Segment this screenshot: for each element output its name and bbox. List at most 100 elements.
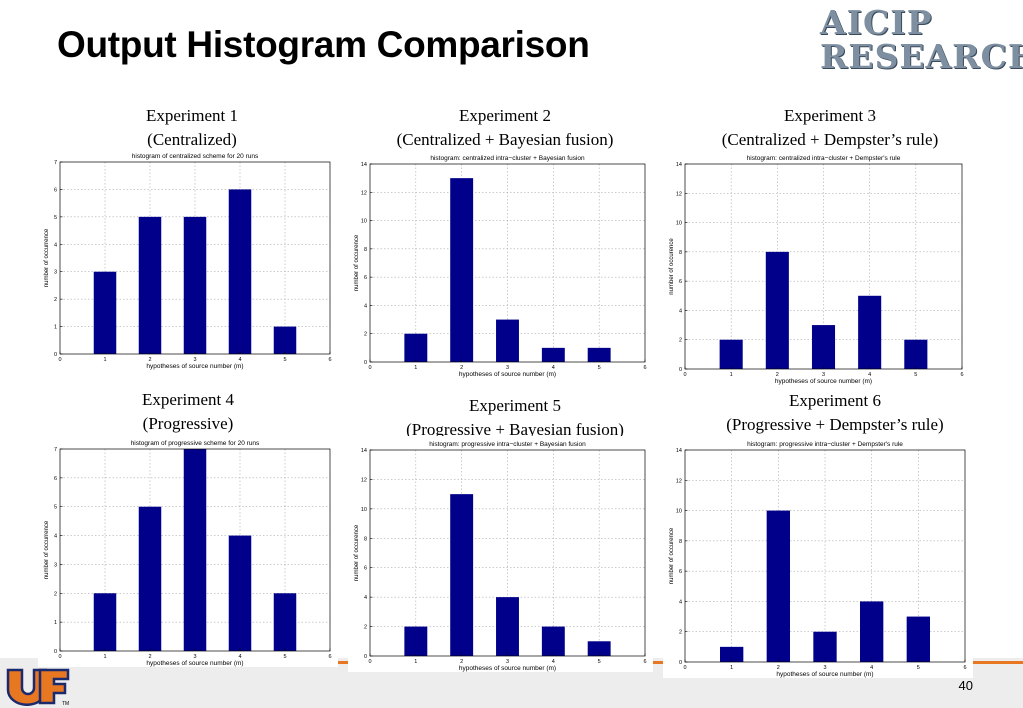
histogram-bar [587,641,611,656]
caption-line-2: (Progressive) [142,414,234,433]
x-axis-label: hypotheses of source number (m) [459,371,556,378]
y-tick-label: 4 [679,599,682,605]
histogram-bar [904,339,928,369]
histogram-chart-4: histogram of progressive scheme for 20 r… [44,440,332,667]
x-tick-label: 5 [283,654,286,660]
histogram-bar [720,646,744,662]
histogram-bar [496,319,519,362]
y-tick-label: 12 [361,190,367,196]
y-tick-label: 4 [364,595,367,601]
x-axis-label: hypotheses of source number (m) [146,363,243,370]
x-tick-label: 6 [328,357,331,363]
chart-title: histogram of progressive scheme for 20 r… [131,440,260,447]
histogram-bar [587,347,611,362]
histogram-bar [541,347,565,362]
experiment-2-caption: Experiment 2 (Centralized + Bayesian fus… [360,104,650,152]
y-tick-label: 7 [54,160,57,166]
y-tick-label: 1 [54,325,57,331]
y-tick-label: 6 [54,187,57,193]
y-tick-label: 2 [54,591,57,597]
histogram-bar [858,295,882,369]
x-tick-label: 4 [552,365,555,371]
x-tick-label: 0 [58,357,61,363]
y-tick-label: 2 [364,625,367,631]
caption-line-2: (Progressive + Dempster’s rule) [726,415,944,434]
y-tick-label: 2 [679,338,682,344]
trademark-label: TM [62,701,69,706]
histogram-chart-1: histogram of centralized scheme for 20 r… [44,153,332,370]
chart-title: histogram: progressive intra−cluster + B… [429,441,586,448]
histogram-bar [404,333,428,362]
histogram-bar [765,251,789,369]
chart-panel-5: histogram: progressive intra−cluster + B… [348,436,653,672]
y-tick-label: 12 [361,477,367,483]
y-axis-label: number of occurence [354,234,360,291]
caption-line-2: (Centralized + Dempster’s rule) [721,130,939,149]
chart-panel-2: histogram: centralized intra−cluster + B… [348,150,653,378]
y-tick-label: 8 [679,539,682,545]
x-tick-label: 5 [917,665,920,671]
y-tick-label: 5 [54,505,57,511]
y-tick-label: 4 [54,242,57,248]
x-tick-label: 2 [460,365,463,371]
x-tick-label: 4 [552,659,555,665]
y-tick-label: 4 [54,534,57,540]
chart-title: histogram: centralized intra−cluster + D… [747,155,901,162]
y-tick-label: 6 [679,569,682,575]
experiment-6-caption: Experiment 6 (Progressive + Dempster’s r… [690,389,980,437]
caption-line-2: (Progressive + Bayesian fusion) [406,420,624,439]
histogram-bar [183,449,207,651]
x-axis-label: hypotheses of source number (m) [459,665,556,672]
histogram-bar [813,631,837,662]
x-tick-label: 4 [238,654,241,660]
histogram-bar [183,216,207,354]
y-tick-label: 3 [54,270,57,276]
page-title: Output Histogram Comparison [57,24,590,65]
x-tick-label: 3 [193,654,196,660]
y-tick-label: 6 [679,279,682,285]
chart-title: histogram: centralized intra−cluster + B… [430,155,585,162]
chart-title: histogram: progressive intra−cluster + D… [747,441,903,448]
y-tick-label: 7 [54,447,57,453]
y-tick-label: 2 [54,297,57,303]
x-tick-label: 5 [914,372,917,378]
histogram-bar [93,271,117,354]
x-tick-label: 4 [870,665,873,671]
x-tick-label: 0 [58,654,61,660]
histogram-bar [860,601,884,662]
y-tick-label: 0 [679,367,682,373]
experiment-1-caption: Experiment 1 (Centralized) [92,104,292,152]
y-tick-label: 0 [679,660,682,666]
y-tick-label: 10 [676,509,682,515]
y-tick-label: 6 [364,566,367,572]
uf-logo: TM [6,668,70,706]
x-tick-label: 0 [683,372,686,378]
caption-line-1: Experiment 4 [141,390,235,409]
x-tick-label: 1 [103,654,106,660]
histogram-bar [719,339,743,369]
y-tick-label: 8 [679,250,682,256]
chart-title: histogram of centralized scheme for 20 r… [132,153,259,160]
histogram-bar [273,326,297,354]
x-tick-label: 3 [506,659,509,665]
y-tick-label: 10 [676,221,682,227]
y-tick-label: 14 [676,162,682,168]
experiment-3-caption: Experiment 3 (Centralized + Dempster’s r… [685,104,975,152]
y-tick-label: 14 [676,448,682,454]
x-tick-label: 0 [368,365,371,371]
histogram-bar [273,593,297,651]
logo-line-2: RESEARCH [820,37,1023,76]
x-tick-label: 3 [506,365,509,371]
y-tick-label: 0 [364,654,367,660]
y-axis-label: number of occurrence [44,228,50,287]
x-tick-label: 3 [193,357,196,363]
y-axis-label: number of occurrence [44,520,50,579]
histogram-chart-6: histogram: progressive intra−cluster + D… [669,441,967,678]
y-tick-label: 2 [679,630,682,636]
x-tick-label: 2 [460,659,463,665]
x-tick-label: 0 [368,659,371,665]
histogram-chart-2: histogram: centralized intra−cluster + B… [354,155,647,378]
experiment-5-caption: Experiment 5 (Progressive + Bayesian fus… [370,394,660,442]
x-tick-label: 2 [148,357,151,363]
histogram-bar [496,597,519,656]
